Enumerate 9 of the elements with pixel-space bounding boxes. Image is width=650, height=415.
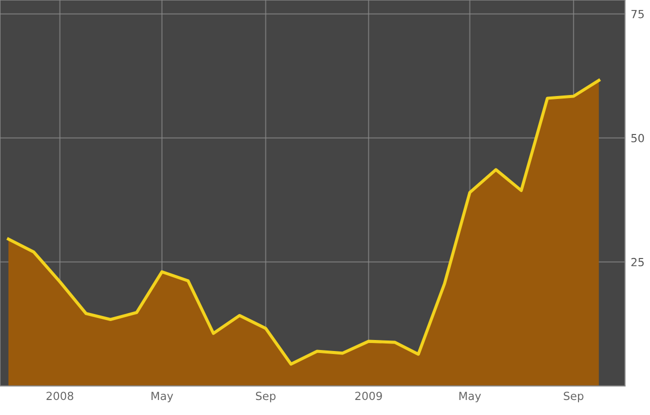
x-tick-label: 2009 [355, 392, 382, 400]
x-tick-label: Sep [256, 392, 276, 402]
x-tick-label: May [459, 392, 481, 402]
x-tick-label: May [152, 392, 174, 402]
y-tick-label: 25 [631, 258, 644, 266]
x-tick-label: Sep [564, 392, 584, 402]
y-tick-label: 75 [631, 10, 644, 18]
y-tick-label: 50 [631, 134, 644, 142]
x-tick-label: 2008 [46, 392, 74, 400]
